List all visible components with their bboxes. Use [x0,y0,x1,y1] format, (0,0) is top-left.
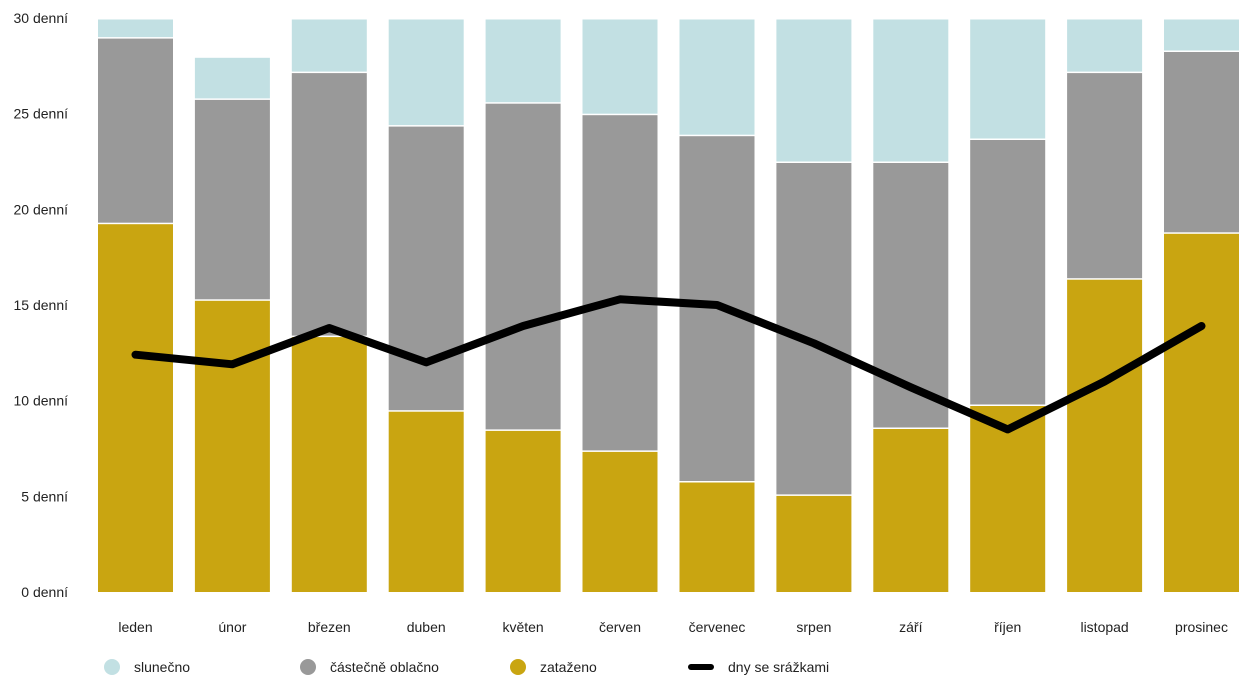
y-tick-label: 15 denní [14,297,69,313]
bar-castecne-oblacno-leden [98,38,173,223]
bar-slunecno-cerven [582,19,658,114]
bar-zatazeno-srpen [776,495,852,592]
y-tick-label: 30 denní [14,10,69,26]
legend-item-zatazeno: zataženo [510,652,597,682]
bar-zatazeno-unor [194,300,270,592]
legend-swatch-castecne-oblacno [300,659,316,675]
chart-legend: slunečno částečně oblačno zataženo dny s… [0,652,1250,682]
bar-castecne-oblacno-listopad [1067,73,1143,279]
bar-castecne-oblacno-cerven [582,115,658,451]
bar-castecne-oblacno-brezen [291,73,367,336]
bar-zatazeno-zari [873,429,949,592]
legend-label-dny-se-srazkami: dny se srážkami [728,659,830,675]
bar-zatazeno-brezen [291,337,367,592]
bar-slunecno-cervenec [679,19,755,135]
bar-zatazeno-prosinec [1164,233,1239,593]
x-tick-label: duben [407,619,446,635]
bar-slunecno-kveten [485,19,561,103]
bar-slunecno-zari [873,19,949,162]
x-tick-label: leden [118,619,152,635]
legend-item-castecne-oblacno: částečně oblačno [300,652,439,682]
x-tick-label: srpen [796,619,831,635]
x-tick-label: září [899,619,922,635]
legend-swatch-slunecno [104,659,120,675]
x-tick-label: červenec [689,619,746,635]
y-tick-label: 10 denní [14,393,69,409]
bar-castecne-oblacno-duben [388,126,464,411]
bar-castecne-oblacno-srpen [776,163,852,495]
bar-slunecno-unor [194,57,270,99]
bar-zatazeno-listopad [1067,279,1143,592]
y-tick-label: 25 denní [14,106,69,122]
legend-swatch-dny-se-srazkami [688,664,714,670]
y-tick-label: 5 denní [21,488,68,504]
x-tick-label: květen [502,619,543,635]
bar-slunecno-duben [388,19,464,126]
line-dny-se-srazkami [131,295,1206,434]
bar-slunecno-prosinec [1164,19,1239,51]
legend-item-slunecno: slunečno [104,652,190,682]
x-tick-label: únor [218,619,246,635]
x-tick-label: březen [308,619,351,635]
bar-slunecno-brezen [291,19,367,72]
bar-castecne-oblacno-rijen [970,140,1046,405]
bar-zatazeno-leden [98,224,173,592]
bar-slunecno-srpen [776,19,852,162]
legend-item-dny-se-srazkami: dny se srážkami [688,652,829,682]
stacked-bar-chart: 0 denní 5 denní 10 denní 15 denní 20 denní 25… [14,10,1239,635]
legend-label-zatazeno: zataženo [540,659,597,675]
legend-label-slunecno: slunečno [134,659,191,675]
legend-swatch-zatazeno [510,659,526,675]
x-tick-label: listopad [1080,619,1128,635]
x-tick-label: říjen [994,619,1021,635]
bar-slunecno-leden [98,19,173,38]
y-tick-label: 20 denní [14,201,69,217]
bar-zatazeno-kveten [485,430,561,592]
bar-slunecno-rijen [970,19,1046,139]
bar-zatazeno-cerven [582,451,658,592]
bar-castecne-oblacno-unor [194,99,270,300]
bar-zatazeno-rijen [970,406,1046,592]
legend-label-castecne-oblacno: částečně oblačno [330,659,439,675]
bar-zatazeno-cervenec [679,482,755,592]
y-tick-label: 0 denní [21,584,68,600]
bar-zatazeno-duben [388,411,464,592]
bar-castecne-oblacno-prosinec [1164,52,1239,233]
bar-slunecno-listopad [1067,19,1143,72]
x-tick-label: prosinec [1175,619,1228,635]
x-tick-label: červen [599,619,641,635]
bar-castecne-oblacno-kveten [485,103,561,430]
